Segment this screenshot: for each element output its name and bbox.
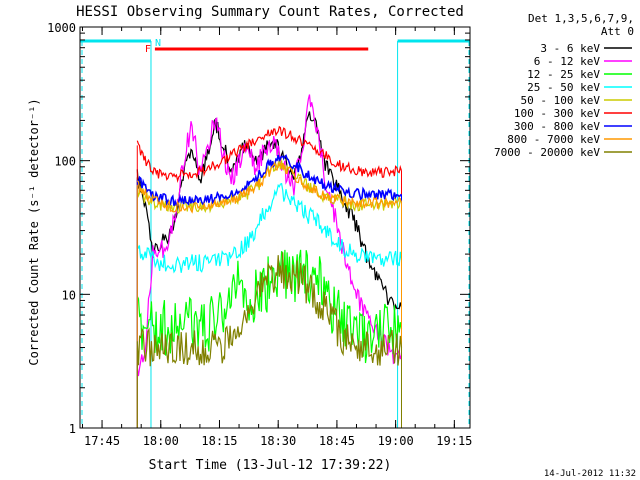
- legend-header-line-1: Det 1,3,5,6,7,9,: [528, 12, 634, 25]
- y-axis-label: Corrected Count Rate (s⁻¹ detector⁻¹): [27, 98, 41, 365]
- legend-entry-label: 25 - 50 keV: [527, 81, 600, 94]
- series-line-25-50-kev: [136, 182, 403, 274]
- x-tick-label: 18:45: [319, 434, 355, 448]
- series-line-6-12-kev: [136, 94, 403, 377]
- overlays: NF: [80, 38, 470, 428]
- axes-layer: 17:45 18:00 18:15 18:30 18:45 19:00 19:15 1 10 10…: [47, 21, 472, 448]
- legend-entry-label: 7000 - 20000 keV: [494, 146, 600, 159]
- legend-entry-label: 3 - 6 keV: [540, 42, 600, 55]
- series-line-100-300-kev: [136, 125, 403, 183]
- series-layer: [136, 94, 403, 428]
- legend-entry-label: 100 - 300 keV: [514, 107, 600, 120]
- y-tick-label: 100: [54, 155, 76, 169]
- x-tick-label: 18:00: [143, 434, 179, 448]
- legend-entry-label: 300 - 800 keV: [514, 120, 600, 133]
- series-line-12-25-kev: [136, 249, 403, 364]
- legend-entry-label: 12 - 25 keV: [527, 68, 600, 81]
- x-tick-label: 18:30: [260, 434, 296, 448]
- x-tick-label: 18:15: [201, 434, 237, 448]
- plot-frame: [79, 26, 471, 429]
- y-tick-label: 10: [62, 288, 76, 302]
- x-axis-label: Start Time (13-Jul-12 17:39:22): [149, 458, 392, 473]
- y-tick-label: 1000: [47, 21, 76, 35]
- x-tick-label: 19:00: [378, 434, 414, 448]
- x-tick-label: 17:45: [84, 434, 120, 448]
- timestamp: 14-Jul-2012 11:32: [544, 469, 636, 479]
- series-line-800-7000-kev: [136, 160, 403, 214]
- legend-entry-label: 800 - 7000 keV: [507, 133, 600, 146]
- y-tick-label: 1: [69, 422, 76, 436]
- series-line-7000-20000-kev: [136, 252, 403, 367]
- legend-entry-label: 50 - 100 keV: [521, 94, 601, 107]
- series-line-3-6-kev: [136, 111, 403, 311]
- chart-title: HESSI Observing Summary Count Rates, Cor…: [76, 4, 464, 20]
- flare-marker-label: F: [145, 44, 151, 55]
- legend-entry-label: 6 - 12 keV: [534, 55, 601, 68]
- night-marker-label: N: [155, 38, 161, 49]
- x-tick-label: 19:15: [436, 434, 472, 448]
- legend-header-line-2: Att 0: [601, 25, 634, 38]
